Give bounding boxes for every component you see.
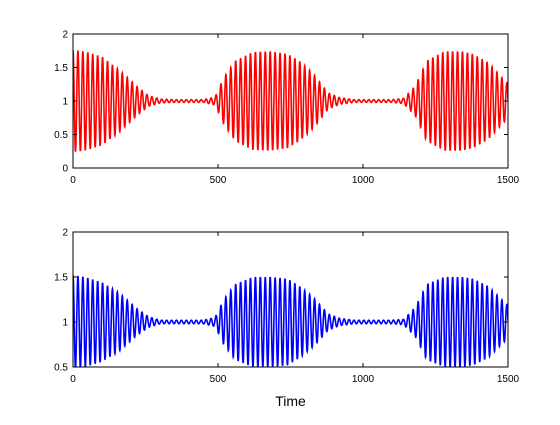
x-tick-label: 0	[70, 374, 76, 385]
x-tick-label: 1000	[352, 374, 375, 385]
x-tick-label: 500	[210, 175, 227, 186]
y-tick-label: 1.5	[54, 273, 68, 284]
y-tick-label: 0.5	[54, 130, 68, 141]
x-tick-label: 1500	[497, 374, 520, 385]
series-line-1-0	[73, 275, 508, 367]
y-tick-label: 1	[62, 97, 68, 108]
y-tick-label: 0.5	[54, 363, 68, 374]
series-line-0-0	[73, 49, 508, 152]
top-subplot: 0 500 1000 1500 0 0.5 1 1.5 2	[54, 30, 519, 187]
x-tick-label: 500	[210, 374, 227, 385]
y-tick-label: 1.5	[54, 63, 68, 74]
x-tick-label: 1000	[352, 175, 375, 186]
y-tick-label: 2	[62, 30, 68, 41]
x-axis-label: Time	[275, 393, 306, 409]
x-tick-label: 0	[70, 175, 76, 186]
y-tick-label: 2	[62, 228, 68, 239]
plot-border	[72, 231, 509, 368]
x-tick-label: 1500	[497, 175, 520, 186]
bottom-subplot: 0 500 1000 1500 0.5 1 1.5 2 Time	[54, 228, 519, 410]
y-tick-label: 1	[62, 318, 68, 329]
y-tick-label: 0	[62, 164, 68, 175]
